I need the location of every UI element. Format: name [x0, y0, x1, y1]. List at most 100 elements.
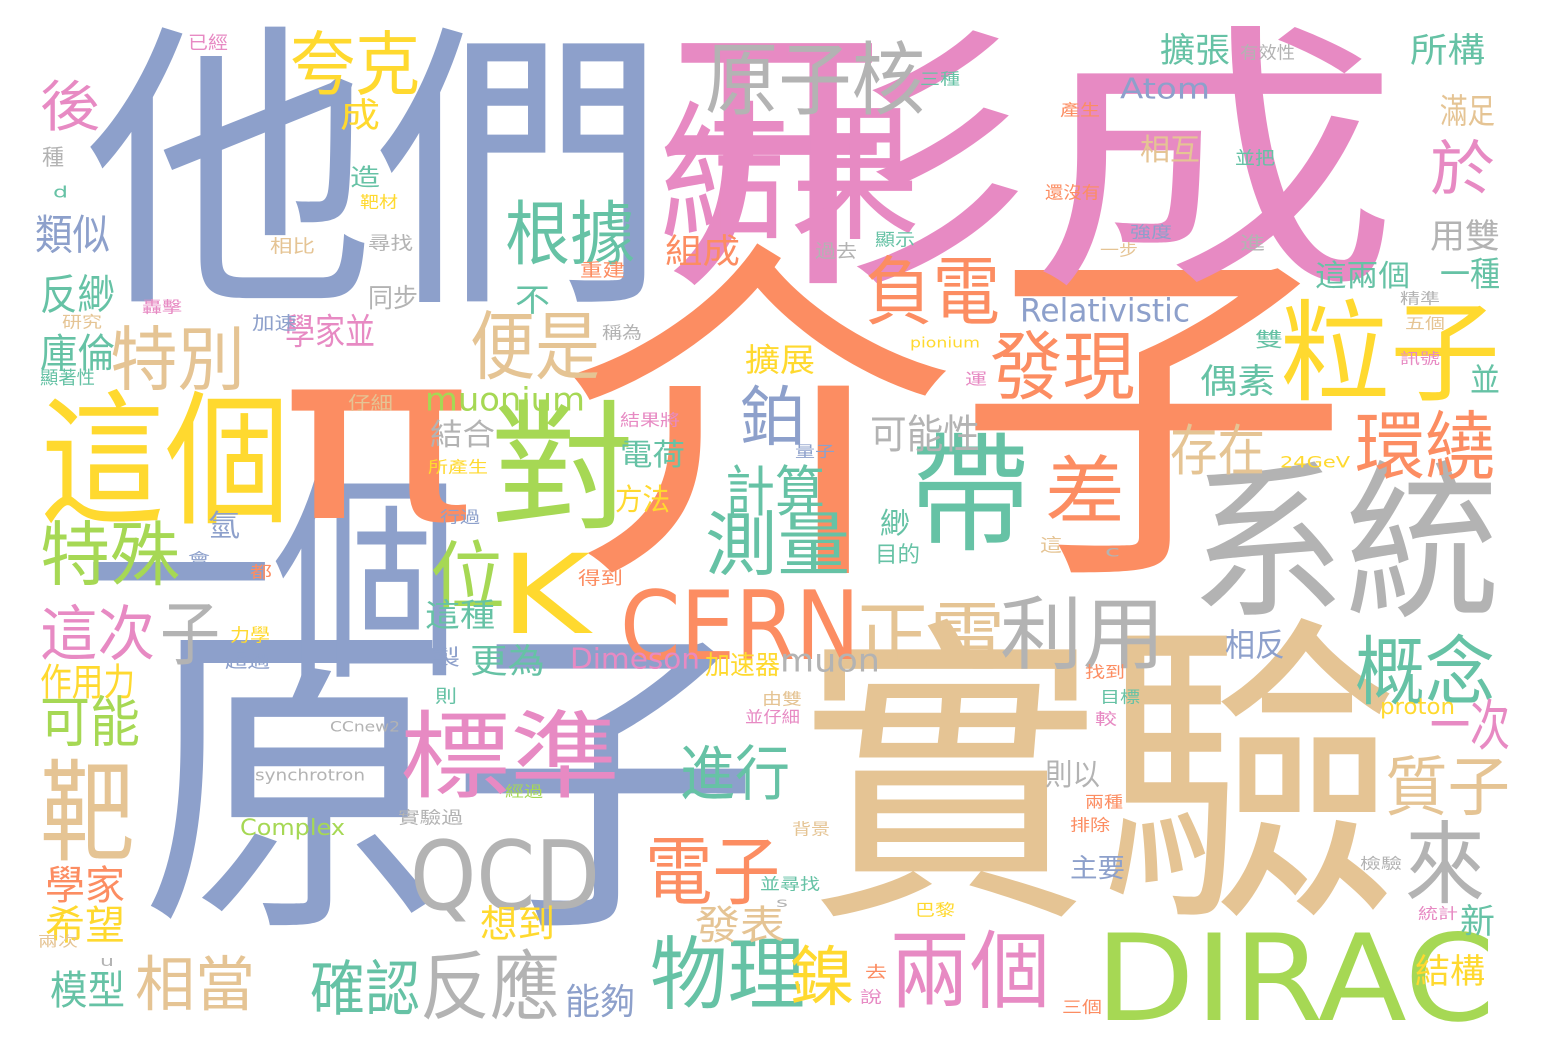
word-cloud-word: K: [500, 531, 591, 659]
word-cloud-word: DIRAC: [1095, 910, 1496, 1049]
word-cloud-word: 緲: [880, 507, 910, 543]
word-cloud-word: 尋找: [368, 232, 414, 255]
word-cloud-word: 去: [865, 963, 887, 983]
word-cloud-word: 由雙: [762, 690, 803, 710]
word-cloud-word: 利用: [1000, 588, 1166, 682]
word-cloud-word: 製: [432, 645, 461, 672]
word-cloud-word: 正電: [855, 592, 1006, 682]
word-cloud-word: 精準: [1400, 290, 1441, 309]
word-cloud-word: 種: [42, 145, 64, 172]
word-cloud-word: Relativistic: [1020, 291, 1191, 330]
word-cloud-word: Complex: [240, 815, 346, 842]
word-cloud-word: Dimeson: [570, 642, 701, 676]
word-cloud-word: 成: [340, 96, 380, 137]
word-cloud-word: 對: [490, 388, 636, 551]
word-cloud-word: 來: [1405, 811, 1485, 918]
word-cloud-word: 物理: [650, 928, 805, 1022]
word-cloud-word: 原子: [140, 593, 760, 977]
word-cloud-word: 電荷: [620, 437, 685, 473]
word-cloud-word: 並仔細: [745, 708, 801, 728]
word-cloud-word: pionium: [910, 334, 980, 352]
word-cloud-word: 存在: [1170, 420, 1266, 484]
word-cloud-word: 氫: [208, 509, 240, 545]
word-cloud-word: 夸克: [290, 23, 421, 107]
word-cloud-word: 顯示: [875, 230, 916, 251]
word-cloud-word: muon: [780, 641, 880, 680]
word-cloud-word: 測量: [705, 503, 851, 587]
word-cloud-word: 較: [1095, 710, 1117, 730]
word-cloud-word: 方法: [615, 482, 671, 518]
word-cloud-word: 主要: [1070, 852, 1125, 884]
word-cloud-word: 負電: [865, 247, 1001, 337]
word-cloud-word: 滿足: [1440, 91, 1496, 132]
word-cloud-word: 重建: [580, 259, 625, 282]
word-cloud-word: s: [776, 894, 788, 911]
word-cloud-word: 訊號: [1400, 350, 1441, 369]
word-cloud-word: 量子: [795, 443, 836, 462]
word-cloud-word: 庫倫: [40, 331, 115, 378]
word-cloud-word: π: [280, 301, 475, 574]
word-cloud-word: Atom: [1120, 72, 1210, 106]
word-cloud-word: 兩次: [38, 933, 79, 951]
word-cloud-word: 有效性: [1240, 43, 1296, 64]
word-cloud-word: 相反: [1225, 627, 1285, 665]
word-cloud-word: 過去: [815, 240, 857, 263]
word-cloud-word: 他們: [85, 0, 666, 349]
word-cloud-word: 想到: [480, 901, 556, 947]
word-cloud-word: 類似: [35, 211, 111, 261]
word-cloud-word: 三個: [1062, 998, 1103, 1018]
word-cloud-word: 這個: [40, 378, 290, 547]
word-cloud-word: 所產生: [428, 458, 489, 478]
word-cloud-word: 不: [515, 282, 550, 320]
word-cloud-word: 還沒有: [1045, 183, 1101, 204]
word-cloud-word: 排除: [1070, 816, 1111, 836]
word-cloud-word: 檢驗: [1360, 855, 1402, 874]
word-cloud-word: 同步: [368, 282, 418, 314]
word-cloud-word: 統計: [1418, 905, 1459, 924]
word-cloud-word: 三種: [920, 70, 961, 90]
word-cloud-word: 產生: [1060, 101, 1101, 121]
word-cloud-word: 特別: [110, 318, 246, 402]
word-cloud-word: 鉑: [740, 379, 805, 455]
word-cloud-word: 說: [860, 988, 882, 1008]
word-cloud-word: 系統: [1190, 446, 1501, 644]
word-cloud-word: 環繞: [1355, 402, 1496, 492]
word-cloud-word: 會: [188, 550, 210, 570]
word-cloud-word: 仔細: [348, 392, 393, 415]
word-cloud-word: 標準: [400, 702, 621, 813]
word-cloud-word: 質子: [1385, 749, 1510, 825]
word-cloud-word: 這次: [40, 600, 156, 670]
word-cloud-word: 可能: [40, 690, 141, 755]
word-cloud-word: 根據: [505, 193, 635, 276]
word-cloud-word: 並把: [1235, 147, 1276, 170]
word-cloud-word: 稱為: [602, 322, 643, 344]
word-cloud-word: 相比: [270, 235, 316, 258]
word-cloud-word: 超過: [225, 650, 270, 673]
word-cloud-word: 並尋找: [760, 875, 821, 895]
word-cloud-word: 目的: [875, 542, 920, 569]
word-cloud-word: 帶: [910, 419, 1031, 571]
word-cloud-word: 反應: [420, 942, 561, 1032]
word-cloud-word: u: [100, 953, 115, 971]
word-cloud-word: 進行: [680, 740, 791, 810]
word-cloud-word: 組成: [665, 231, 741, 272]
word-cloud-word: 靶: [40, 750, 136, 879]
word-cloud-word: 經過: [505, 783, 544, 802]
word-cloud-word: 背景: [792, 820, 830, 840]
word-cloud-word: 學家並: [285, 311, 375, 354]
word-cloud-word: 兩個: [890, 922, 1050, 1022]
word-cloud-word: 粒子: [1280, 290, 1501, 419]
word-cloud-word: 鎳: [790, 939, 855, 1015]
word-cloud-word: 偶素: [1200, 361, 1276, 402]
word-cloud-word: 運: [965, 370, 987, 390]
word-cloud-word: 更為: [470, 641, 546, 682]
word-cloud-word: 相當: [135, 950, 255, 1020]
word-cloud-word: 結構: [1415, 951, 1486, 992]
word-cloud-word: 能夠: [565, 981, 636, 1024]
word-cloud-word: synchrotron: [255, 766, 366, 786]
word-cloud-word: 則: [435, 685, 457, 708]
word-cloud-word: 加速: [252, 312, 297, 335]
word-cloud-word: 差: [1045, 449, 1125, 536]
word-cloud-word: 擴展: [745, 342, 816, 380]
